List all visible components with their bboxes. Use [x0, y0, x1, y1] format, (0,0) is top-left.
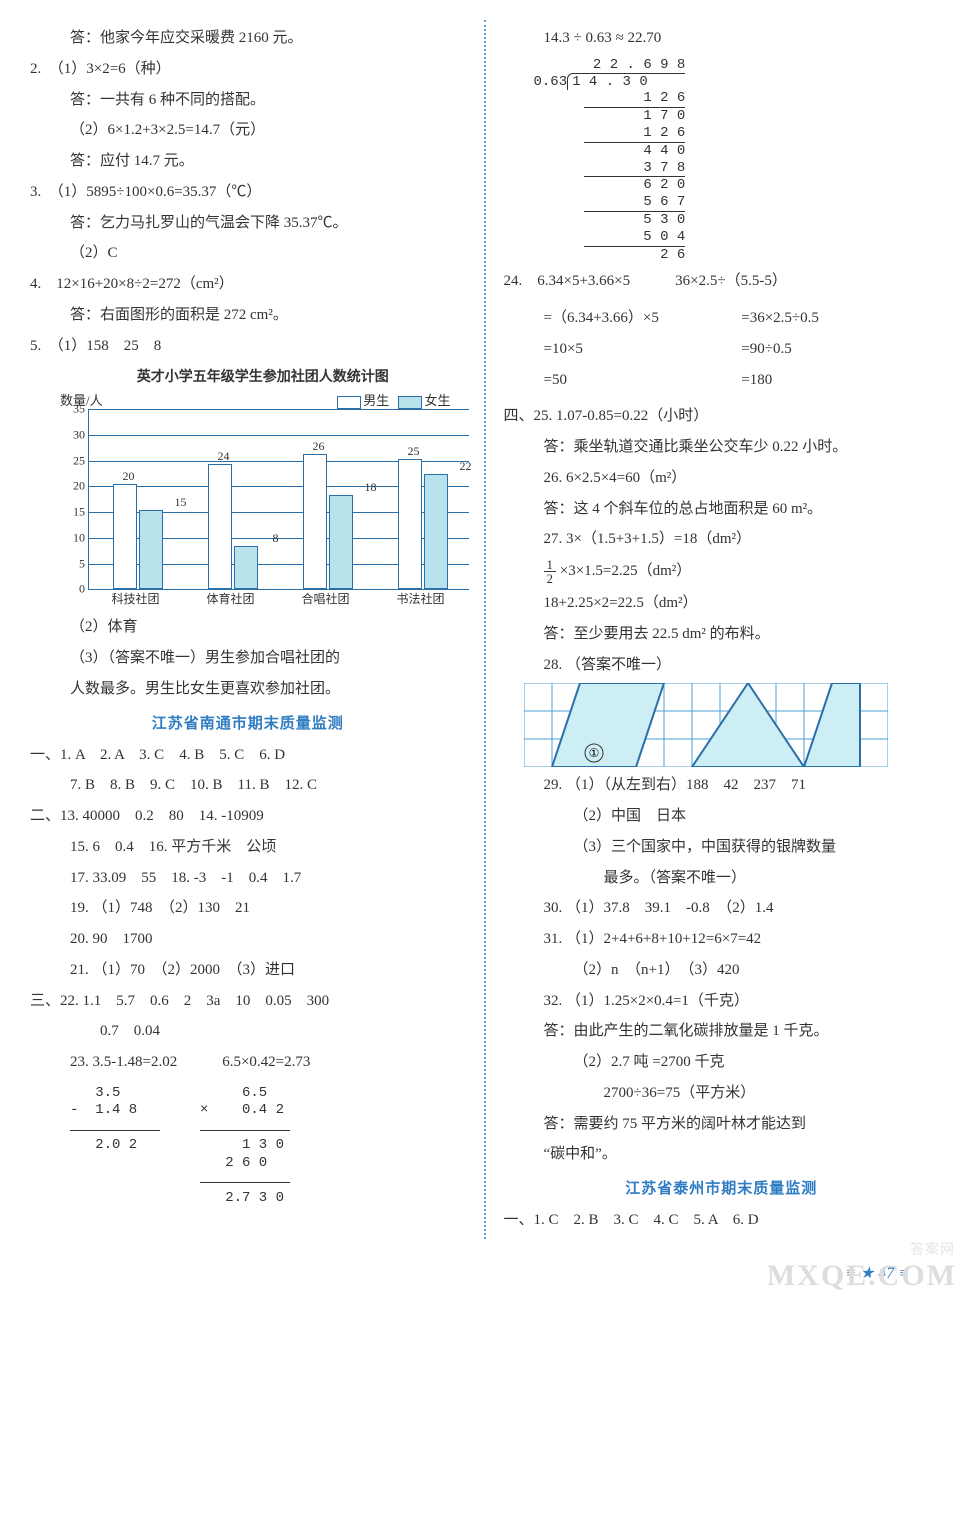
text: 27. 3×（1.5+3+1.5）=18（dm²）	[504, 527, 940, 552]
text: 21. （1）70 （2）2000 （3）进口	[30, 958, 466, 983]
text: 20. 90 1700	[30, 927, 466, 952]
text: 2700÷36=75（平方米）	[504, 1081, 940, 1106]
text: （2）体育	[30, 615, 466, 640]
fraction: 12	[544, 558, 557, 585]
legend-swatch-m	[337, 396, 361, 409]
bar-chart: 英才小学五年级学生参加社团人数统计图 数量/人 男生 女生 0510152025…	[60, 366, 466, 607]
text: （2）6×1.2+3×2.5=14.7（元）	[30, 118, 466, 143]
chart-xlabels: 科技社团体育社团合唱社团书法社团	[88, 590, 468, 607]
section-title: 江苏省泰州市期末质量监测	[504, 1177, 940, 1198]
text: 19. （1）748 （2）130 21	[30, 896, 466, 921]
text: 32. （1）1.25×2×0.4=1（千克）	[504, 989, 940, 1014]
text: 18+2.25×2=22.5（dm²）	[504, 591, 940, 616]
text: （3）三个国家中，中国获得的银牌数量	[504, 835, 940, 860]
text: 12 ×3×1.5=2.25（dm²）	[504, 558, 940, 585]
section-title: 江苏省南通市期末质量监测	[30, 712, 466, 733]
text: 一、1. A 2. A 3. C 4. B 5. C 6. D	[30, 743, 466, 768]
chart-legend: 男生 女生	[103, 390, 466, 409]
text: 答：一共有 6 种不同的搭配。	[30, 88, 466, 113]
text: 0.7 0.04	[30, 1019, 466, 1044]
text: 7. B 8. B 9. C 10. B 11. B 12. C	[30, 773, 466, 798]
text: 15. 6 0.4 16. 平方千米 公顷	[30, 835, 466, 860]
text: 二、13. 40000 0.2 80 14. -10909	[30, 804, 466, 829]
text: 答：乞力马扎罗山的气温会下降 35.37℃。	[30, 211, 466, 236]
right-column: 14.3 ÷ 0.63 ≈ 22.70 2 2 . 6 9 80.631 4 .…	[486, 20, 940, 1239]
text: 最多。（答案不唯一）	[504, 866, 940, 891]
text: 一、1. C 2. B 3. C 4. C 5. A 6. D	[504, 1208, 940, 1233]
svg-text:①: ①	[588, 746, 599, 760]
chart-plot: 05101520253035201524826182522	[88, 409, 469, 590]
text: 24. 6.34×5+3.66×5 36×2.5÷（5.5-5）	[504, 269, 940, 294]
text: 答：乘坐轨道交通比乘坐公交车少 0.22 小时。	[504, 435, 940, 460]
text: 28. （答案不唯一）	[504, 653, 940, 678]
text: 3. （1）5895÷100×0.6=35.37（℃）	[30, 180, 466, 205]
text: 四、25. 1.07-0.85=0.22（小时）	[504, 404, 940, 429]
grid-figure: ①	[524, 683, 940, 767]
watermark: 答案网	[910, 1239, 955, 1259]
text: 17. 33.09 55 18. -3 -1 0.4 1.7	[30, 866, 466, 891]
chart-title: 英才小学五年级学生参加社团人数统计图	[60, 366, 466, 386]
text: 5. （1）158 25 8	[30, 334, 466, 359]
text: （3）（答案不唯一）男生参加合唱社团的	[30, 646, 466, 671]
left-column: 答：他家今年应交采暖费 2160 元。 2. （1）3×2=6（种） 答：一共有…	[30, 20, 484, 1239]
text: 4. 12×16+20×8÷2=272（cm²）	[30, 272, 466, 297]
text: 14.3 ÷ 0.63 ≈ 22.70	[504, 26, 940, 51]
text: （2）n （n+1） （3）420	[504, 958, 940, 983]
text: （2）中国 日本	[504, 804, 940, 829]
text: 人数最多。男生比女生更喜欢参加社团。	[30, 677, 466, 702]
text: 30. （1）37.8 39.1 -0.8 （2）1.4	[504, 896, 940, 921]
page-number: ≡ ★ 47 ≡	[845, 1263, 909, 1283]
text: 三、22. 1.1 5.7 0.6 2 3a 10 0.05 300	[30, 989, 466, 1014]
column-calcs: 3.5- 1.4 8 2.0 2 6.5× 0.4 2 1 3 0 2 6 0 …	[30, 1081, 466, 1212]
text: 答：右面图形的面积是 272 cm²。	[30, 303, 466, 328]
long-division: 2 2 . 6 9 80.631 4 . 3 0 1 2 6 1 7 0 1 2…	[534, 57, 940, 264]
text: 23. 3.5-1.48=2.02 6.5×0.42=2.73	[30, 1050, 466, 1075]
text: 答：需要约 75 平方米的阔叶林才能达到	[504, 1112, 940, 1137]
grid-svg: ①	[524, 683, 888, 767]
text: 答：至少要用去 22.5 dm² 的布料。	[504, 622, 940, 647]
text: （2）2.7 吨 =2700 千克	[504, 1050, 940, 1075]
text: （2）C	[30, 241, 466, 266]
text: 答：这 4 个斜车位的总占地面积是 60 m²。	[504, 497, 940, 522]
calc-sub: 3.5- 1.4 8 2.0 2	[70, 1085, 160, 1208]
legend-swatch-f	[398, 396, 422, 409]
text: 答：他家今年应交采暖费 2160 元。	[30, 26, 466, 51]
text: 2. （1）3×2=6（种）	[30, 57, 466, 82]
text: 26. 6×2.5×4=60（m²）	[504, 466, 940, 491]
text: 答：应付 14.7 元。	[30, 149, 466, 174]
text: 答：由此产生的二氧化碳排放量是 1 千克。	[504, 1019, 940, 1044]
text: 31. （1）2+4+6+8+10+12=6×7=42	[504, 927, 940, 952]
text: “碳中和”。	[504, 1142, 940, 1167]
text: 29. （1）（从左到右）188 42 237 71	[504, 773, 940, 798]
calc-mul: 6.5× 0.4 2 1 3 0 2 6 0 2.7 3 0	[200, 1085, 290, 1208]
eq-block: =（6.34+3.66）×5 =10×5 =50 =36×2.5÷0.5 =90…	[504, 300, 940, 398]
